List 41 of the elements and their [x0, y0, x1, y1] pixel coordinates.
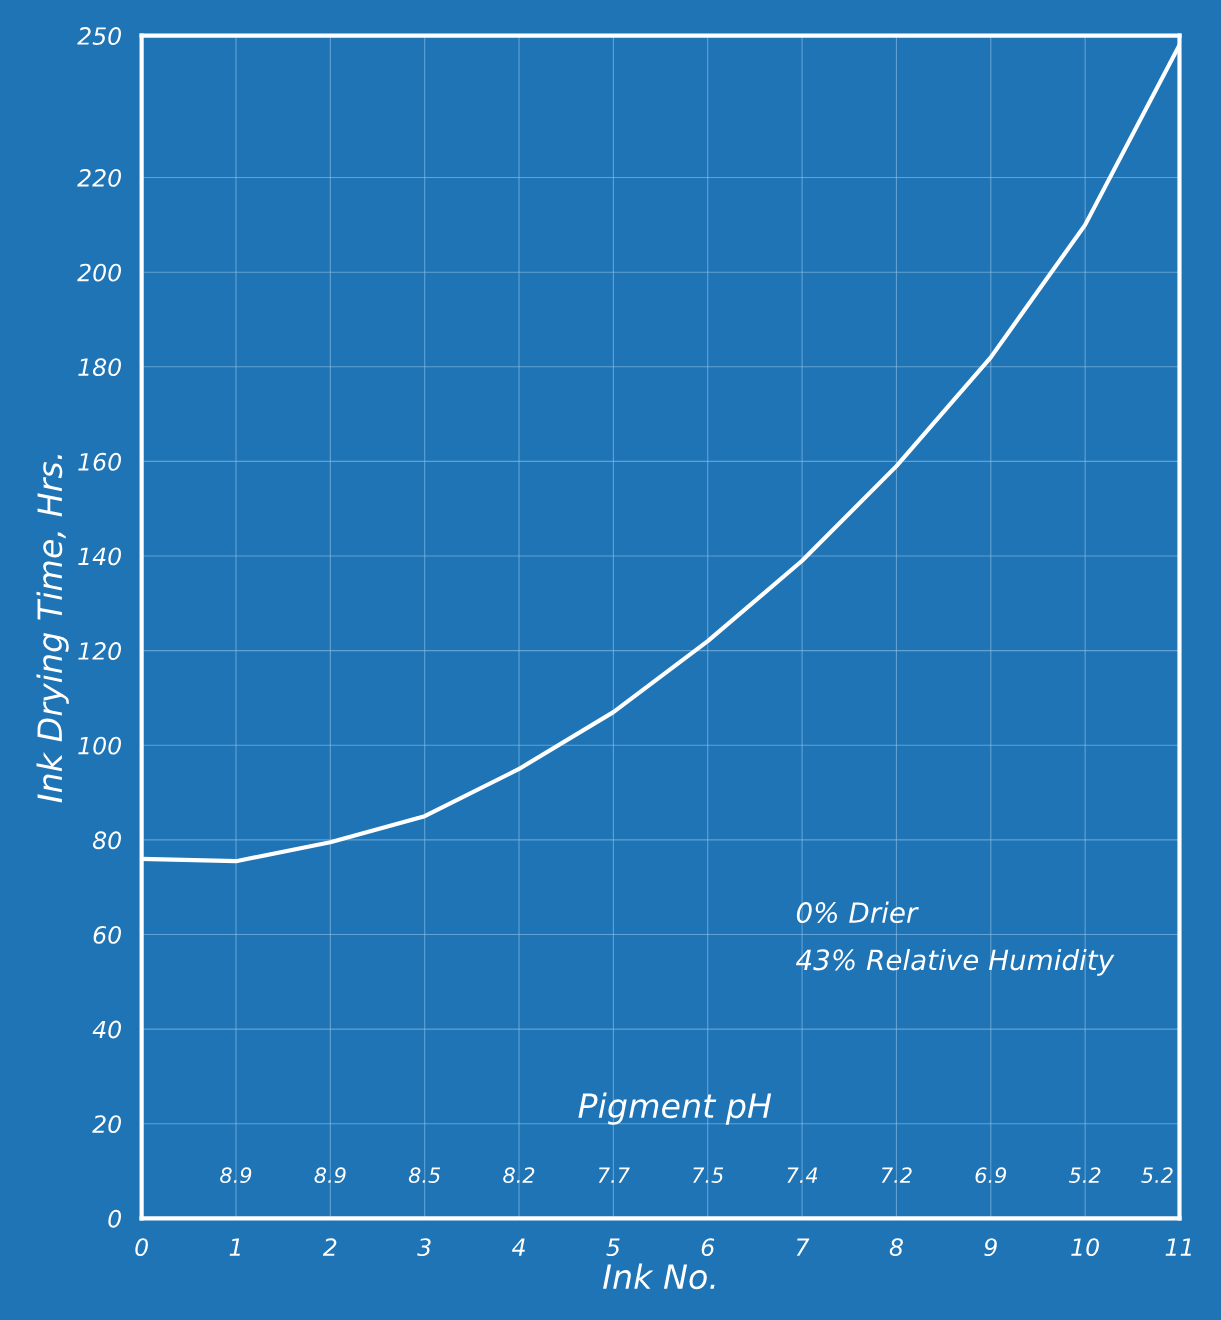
x-tick-label: 1 [229, 1238, 240, 1256]
y-tick-label: 250 [77, 27, 121, 45]
x-tick-label: 8 [889, 1238, 903, 1257]
annotation: Pigment pH [578, 1092, 772, 1125]
x-tick-label: 3 [417, 1238, 431, 1257]
x-tick-label: 7 [796, 1238, 810, 1256]
annotation: 7.7 [598, 1167, 630, 1183]
annotation: 7.2 [881, 1167, 912, 1183]
annotation: 8.5 [408, 1167, 441, 1184]
annotation: 43% Relative Humidity [795, 948, 1115, 976]
annotation: 8.2 [503, 1167, 535, 1184]
y-tick-label: 200 [77, 263, 121, 282]
y-tick-label: 220 [77, 169, 121, 187]
y-tick-label: 160 [78, 452, 121, 471]
annotation: 7.4 [787, 1167, 818, 1183]
x-tick-label: 11 [1165, 1238, 1191, 1256]
y-tick-label: 80 [92, 831, 121, 850]
annotation: 8.9 [314, 1167, 346, 1184]
y-tick-label: 20 [92, 1115, 121, 1134]
x-tick-label: 6 [701, 1238, 715, 1257]
x-axis-title: Ink No. [603, 1263, 715, 1290]
y-tick-label: 180 [78, 358, 121, 377]
annotation: 5.2 [1141, 1167, 1173, 1184]
annotation: 6.9 [975, 1167, 1007, 1184]
x-tick-label: 4 [511, 1238, 525, 1256]
x-tick-label: 0 [135, 1238, 148, 1257]
y-tick-label: 120 [78, 642, 121, 660]
x-tick-label: 10 [1071, 1238, 1099, 1257]
x-tick-label: 9 [984, 1238, 997, 1257]
y-tick-label: 100 [78, 736, 121, 755]
y-axis-title: Ink Drying Time, Hrs. [36, 455, 69, 803]
annotation: 5.2 [1068, 1167, 1101, 1184]
x-tick-label: 2 [322, 1238, 337, 1256]
y-tick-label: 140 [78, 547, 121, 566]
annotation: 0% Drier [796, 901, 919, 924]
annotation: 7.5 [693, 1167, 724, 1184]
y-tick-label: 60 [93, 925, 121, 944]
y-tick-label: 0 [108, 1209, 121, 1228]
y-tick-label: 40 [92, 1020, 121, 1039]
annotation: 8.9 [220, 1167, 252, 1184]
x-tick-label: 5 [606, 1238, 620, 1257]
